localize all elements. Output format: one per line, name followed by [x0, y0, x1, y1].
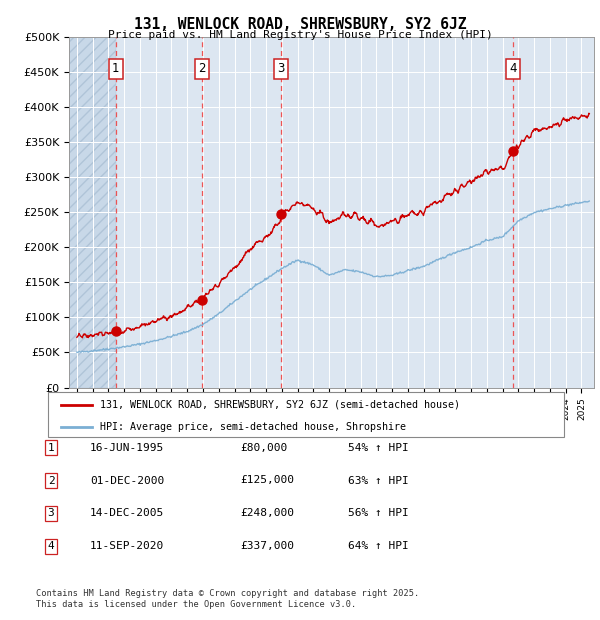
Text: £337,000: £337,000: [240, 541, 294, 551]
Text: 14-DEC-2005: 14-DEC-2005: [90, 508, 164, 518]
Text: 56% ↑ HPI: 56% ↑ HPI: [348, 508, 409, 518]
Text: 64% ↑ HPI: 64% ↑ HPI: [348, 541, 409, 551]
Text: 01-DEC-2000: 01-DEC-2000: [90, 476, 164, 485]
Text: Contains HM Land Registry data © Crown copyright and database right 2025.
This d: Contains HM Land Registry data © Crown c…: [36, 590, 419, 609]
Text: 16-JUN-1995: 16-JUN-1995: [90, 443, 164, 453]
Text: 63% ↑ HPI: 63% ↑ HPI: [348, 476, 409, 485]
Text: 4: 4: [47, 541, 55, 551]
Text: 131, WENLOCK ROAD, SHREWSBURY, SY2 6JZ: 131, WENLOCK ROAD, SHREWSBURY, SY2 6JZ: [134, 17, 466, 32]
Text: £248,000: £248,000: [240, 508, 294, 518]
Bar: [69, 37, 116, 387]
FancyBboxPatch shape: [48, 392, 564, 437]
Text: 3: 3: [277, 62, 285, 75]
Text: 54% ↑ HPI: 54% ↑ HPI: [348, 443, 409, 453]
Text: 4: 4: [509, 62, 517, 75]
Text: 3: 3: [47, 508, 55, 518]
Text: 1: 1: [47, 443, 55, 453]
Text: 1: 1: [112, 62, 119, 75]
Text: 2: 2: [47, 476, 55, 485]
Text: 11-SEP-2020: 11-SEP-2020: [90, 541, 164, 551]
Text: 2: 2: [198, 62, 205, 75]
Text: 131, WENLOCK ROAD, SHREWSBURY, SY2 6JZ (semi-detached house): 131, WENLOCK ROAD, SHREWSBURY, SY2 6JZ (…: [100, 400, 460, 410]
Text: HPI: Average price, semi-detached house, Shropshire: HPI: Average price, semi-detached house,…: [100, 422, 406, 432]
Text: £125,000: £125,000: [240, 476, 294, 485]
Text: Price paid vs. HM Land Registry's House Price Index (HPI): Price paid vs. HM Land Registry's House …: [107, 30, 493, 40]
Text: £80,000: £80,000: [240, 443, 287, 453]
